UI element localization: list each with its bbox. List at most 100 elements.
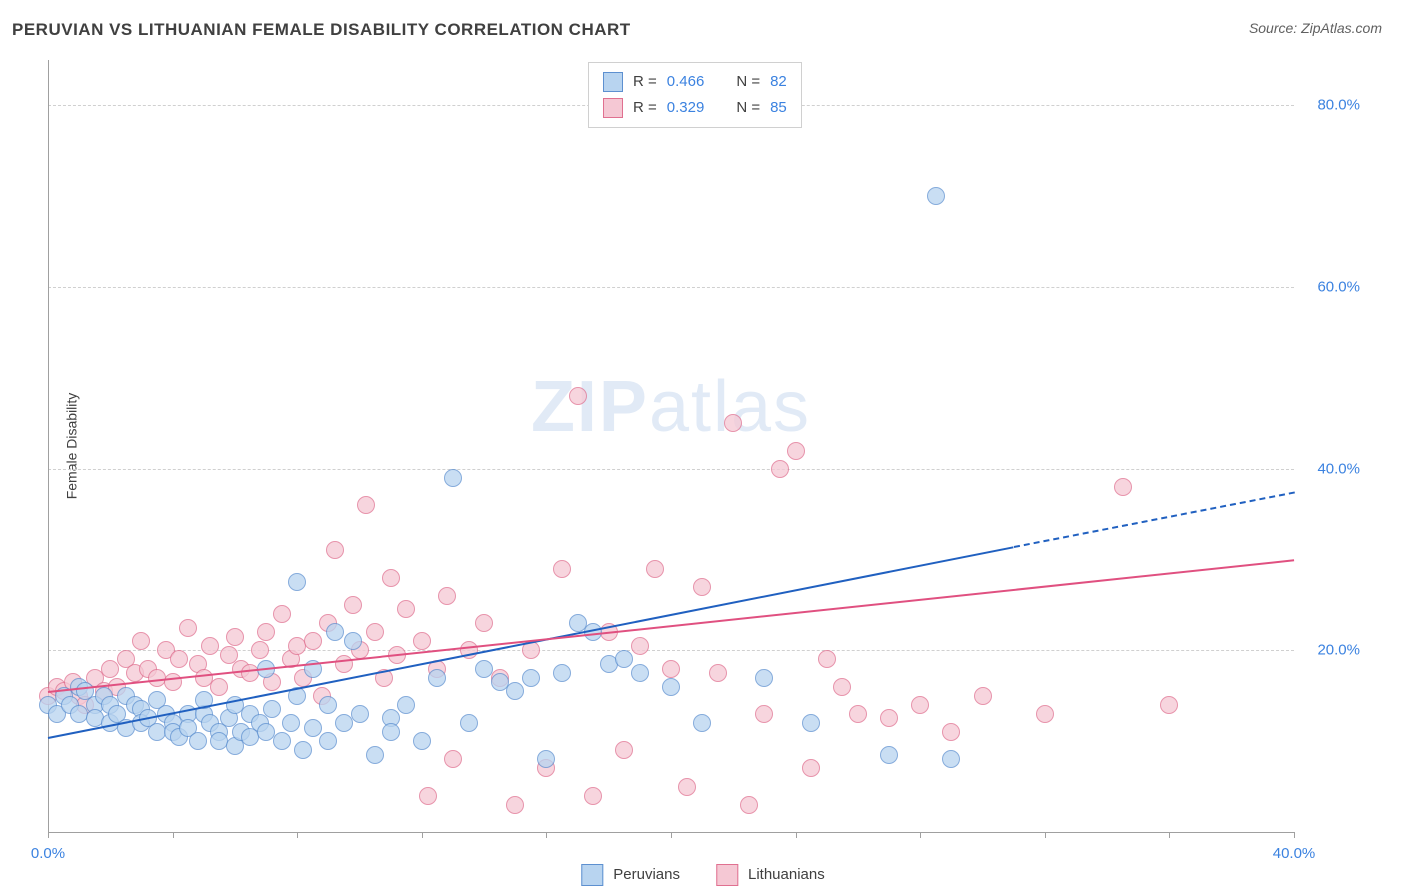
watermark-light: atlas	[649, 367, 811, 447]
y-tick-label: 60.0%	[1317, 279, 1360, 296]
data-point	[974, 687, 992, 705]
n-label: N =	[736, 69, 760, 95]
data-point	[1114, 478, 1132, 496]
data-point	[802, 714, 820, 732]
chart-title: PERUVIAN VS LITHUANIAN FEMALE DISABILITY…	[12, 20, 631, 40]
data-point	[326, 541, 344, 559]
data-point	[189, 732, 207, 750]
data-point	[179, 619, 197, 637]
data-point	[615, 650, 633, 668]
data-point	[662, 660, 680, 678]
data-point	[419, 787, 437, 805]
x-tick-mark	[297, 832, 298, 838]
data-point	[849, 705, 867, 723]
data-point	[288, 573, 306, 591]
r-value: 0.466	[667, 69, 705, 95]
data-point	[646, 560, 664, 578]
data-point	[818, 650, 836, 668]
r-value: 0.329	[667, 95, 705, 121]
data-point	[771, 460, 789, 478]
y-tick-label: 20.0%	[1317, 642, 1360, 659]
data-point	[942, 723, 960, 741]
data-point	[615, 741, 633, 759]
data-point	[428, 669, 446, 687]
data-point	[802, 759, 820, 777]
trend-line	[48, 546, 1014, 739]
data-point	[382, 723, 400, 741]
data-point	[444, 469, 462, 487]
legend-item-lithuanians: Lithuanians	[716, 864, 825, 886]
data-point	[460, 714, 478, 732]
data-point	[927, 187, 945, 205]
data-point	[263, 700, 281, 718]
watermark-bold: ZIP	[531, 367, 649, 447]
y-tick-label: 80.0%	[1317, 97, 1360, 114]
swatch-lithuanians	[716, 864, 738, 886]
data-point	[132, 632, 150, 650]
y-tick-label: 40.0%	[1317, 460, 1360, 477]
plot-area: ZIPatlas 20.0%40.0%60.0%80.0%0.0%40.0%R …	[48, 60, 1294, 832]
data-point	[319, 732, 337, 750]
legend-swatch	[603, 98, 623, 118]
legend-top: R =0.466N =82R =0.329N =85	[588, 62, 802, 128]
x-tick-label: 40.0%	[1273, 845, 1316, 862]
legend-item-peruvians: Peruvians	[581, 864, 680, 886]
data-point	[880, 709, 898, 727]
data-point	[257, 623, 275, 641]
x-tick-mark	[546, 832, 547, 838]
data-point	[1036, 705, 1054, 723]
data-point	[537, 750, 555, 768]
grid-line	[48, 287, 1294, 288]
data-point	[506, 682, 524, 700]
n-value: 82	[770, 69, 787, 95]
data-point	[662, 678, 680, 696]
source-text: ZipAtlas.com	[1301, 20, 1382, 36]
data-point	[226, 628, 244, 646]
data-point	[413, 732, 431, 750]
r-label: R =	[633, 95, 657, 121]
data-point	[1160, 696, 1178, 714]
legend-label-peruvians: Peruvians	[613, 866, 680, 883]
source-prefix: Source:	[1249, 20, 1297, 36]
x-tick-mark	[48, 832, 49, 838]
data-point	[522, 669, 540, 687]
legend-bottom: Peruvians Lithuanians	[581, 864, 824, 886]
data-point	[273, 732, 291, 750]
data-point	[631, 664, 649, 682]
x-tick-mark	[1294, 832, 1295, 838]
data-point	[413, 632, 431, 650]
data-point	[294, 741, 312, 759]
data-point	[911, 696, 929, 714]
legend-stat-row: R =0.329N =85	[603, 95, 787, 121]
data-point	[251, 641, 269, 659]
legend-stat-row: R = 0.466 N = 82	[603, 69, 787, 95]
data-point	[569, 387, 587, 405]
data-point	[335, 655, 353, 673]
data-point	[397, 600, 415, 618]
data-point	[755, 705, 773, 723]
r-label: R =	[633, 69, 657, 95]
data-point	[693, 578, 711, 596]
data-point	[709, 664, 727, 682]
data-point	[304, 719, 322, 737]
data-point	[678, 778, 696, 796]
trend-line	[1013, 491, 1294, 547]
data-point	[553, 560, 571, 578]
data-point	[553, 664, 571, 682]
data-point	[506, 796, 524, 814]
x-tick-mark	[173, 832, 174, 838]
data-point	[438, 587, 456, 605]
x-tick-mark	[1169, 832, 1170, 838]
grid-line	[48, 469, 1294, 470]
data-point	[344, 632, 362, 650]
data-point	[475, 660, 493, 678]
data-point	[444, 750, 462, 768]
data-point	[319, 696, 337, 714]
data-point	[164, 673, 182, 691]
x-tick-mark	[671, 832, 672, 838]
data-point	[304, 632, 322, 650]
data-point	[382, 569, 400, 587]
data-point	[880, 746, 898, 764]
data-point	[833, 678, 851, 696]
data-point	[366, 746, 384, 764]
